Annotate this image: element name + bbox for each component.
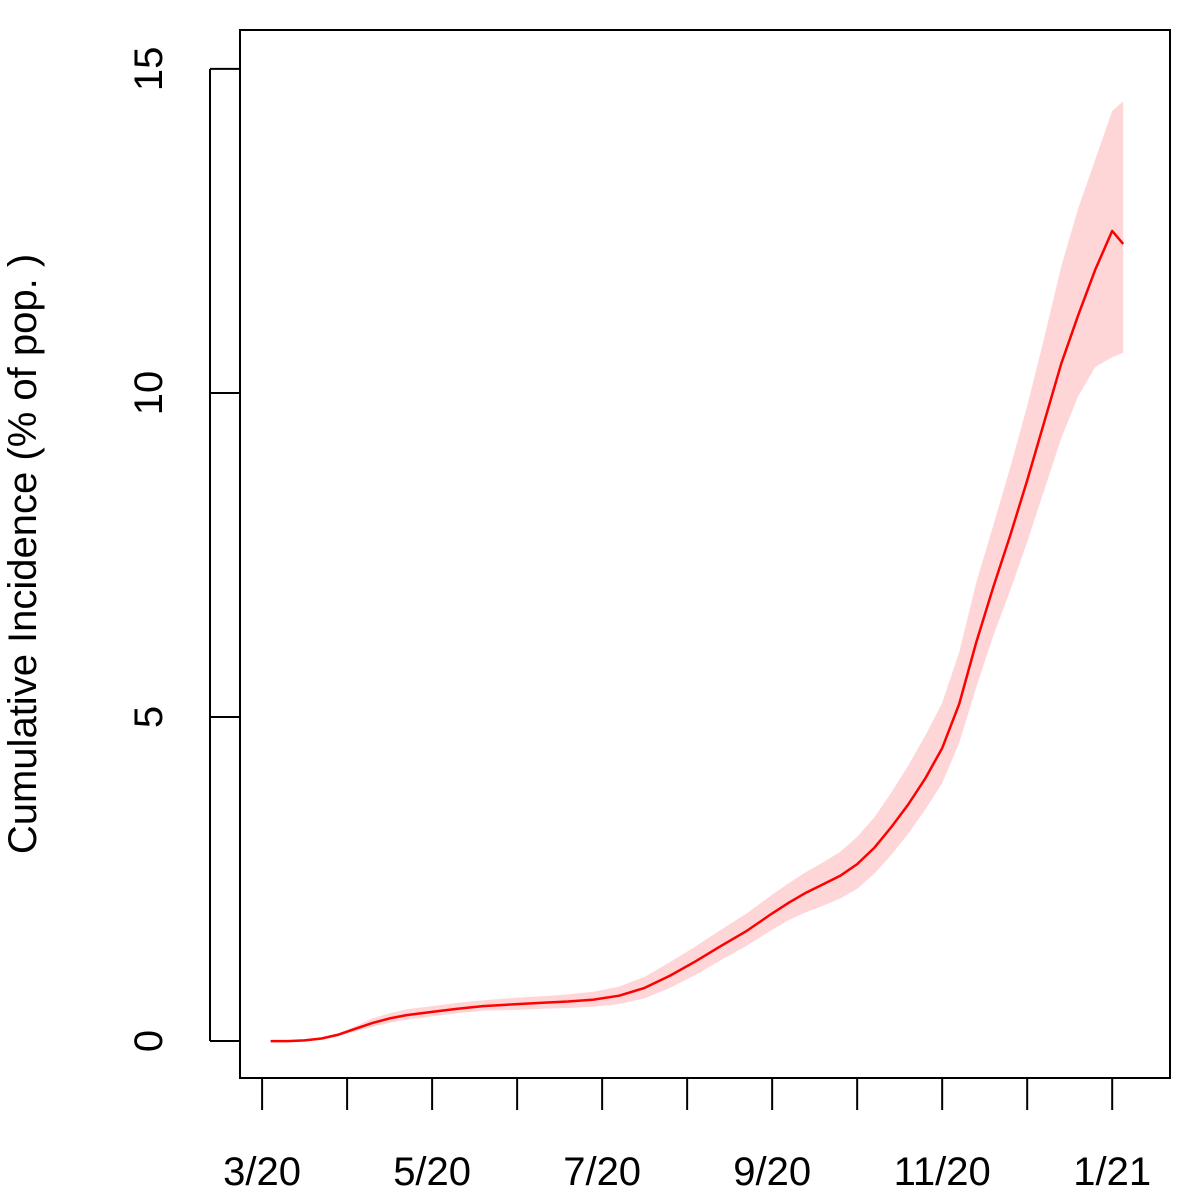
- y-tick-label: 10: [127, 371, 171, 416]
- x-tick-label: 5/20: [393, 1150, 471, 1194]
- series-line-layer: [270, 229, 1125, 1043]
- y-axis-label: Cumulative Incidence (% of pop. ): [1, 254, 45, 854]
- series-line: [270, 229, 1125, 1043]
- x-tick-label: 11/20: [894, 1150, 991, 1194]
- x-tick-label: 7/20: [563, 1150, 641, 1194]
- y-tick-label: 5: [127, 706, 171, 728]
- confidence-band: [270, 101, 1124, 1042]
- y-axis: 0 5 10 15: [127, 47, 240, 1052]
- x-tick-label: 3/20: [223, 1150, 301, 1194]
- y-tick-label: 15: [127, 47, 171, 92]
- x-axis: 3/20 5/20 7/20 9/20 11/20 1/21: [223, 1077, 1151, 1194]
- x-tick-label: 9/20: [733, 1150, 811, 1194]
- plot-frame: [239, 29, 1171, 1079]
- x-tick-label: 1/21: [1073, 1150, 1151, 1194]
- y-tick-label: 0: [127, 1030, 171, 1052]
- confidence-band-layer: [270, 101, 1124, 1042]
